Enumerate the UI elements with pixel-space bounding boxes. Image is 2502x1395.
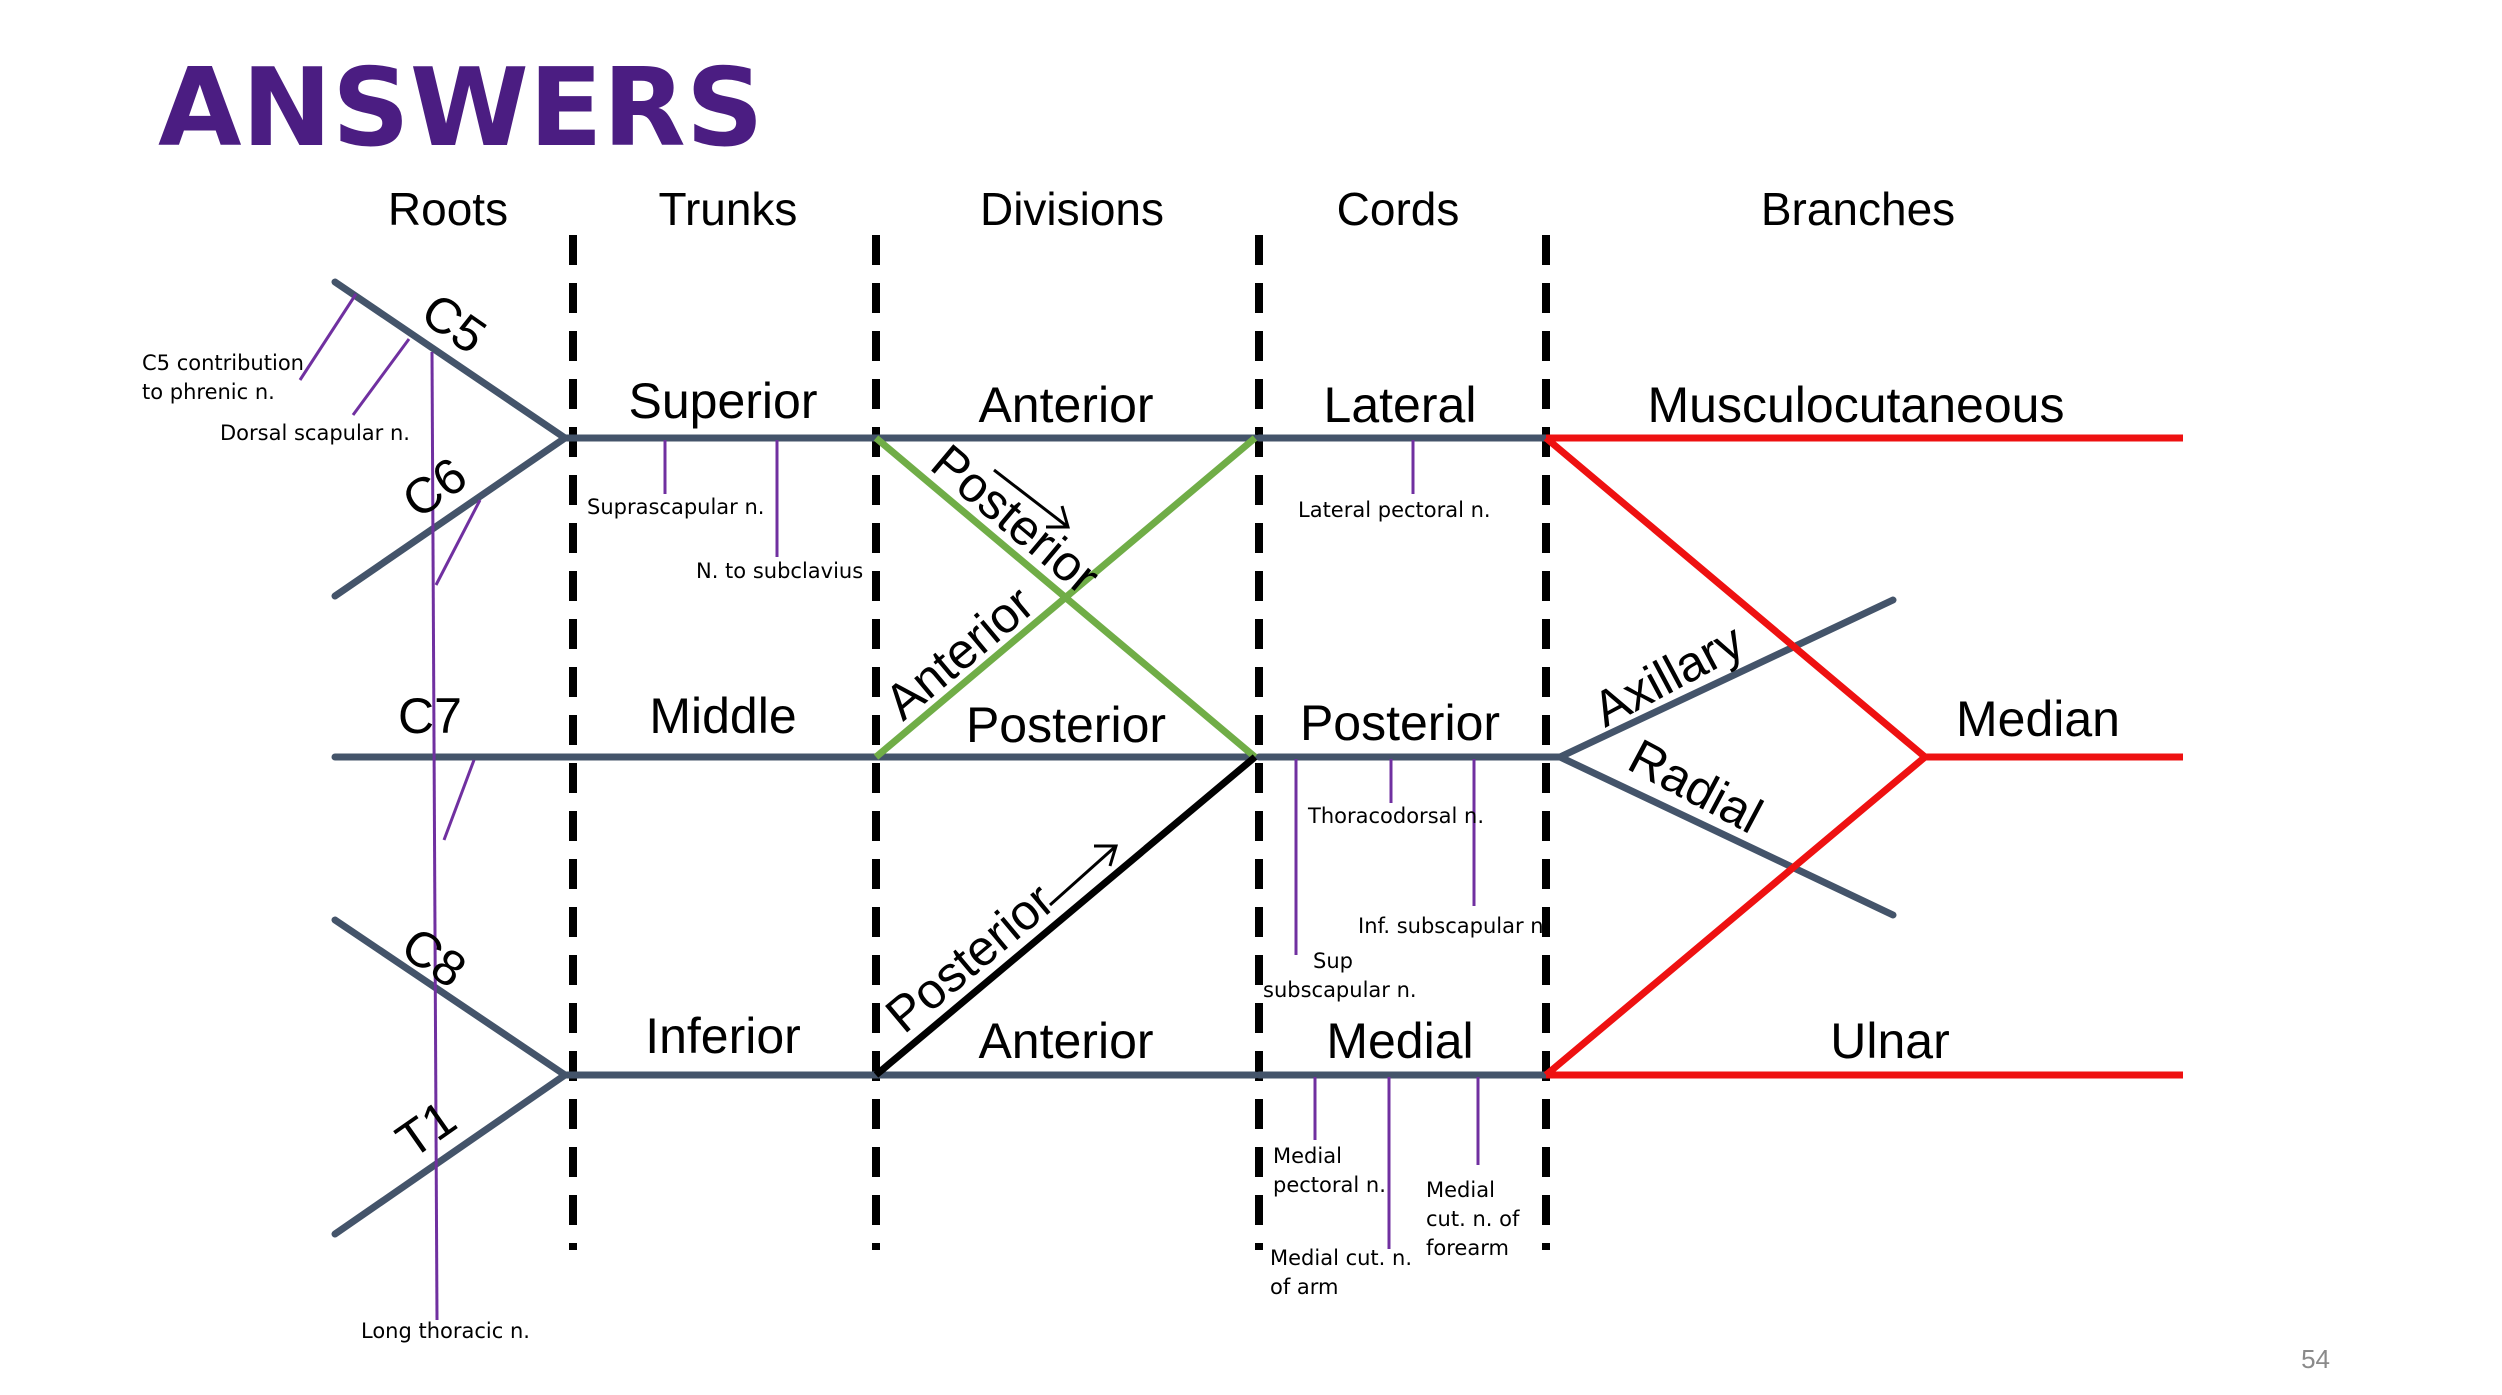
nerve-lines bbox=[331, 278, 1897, 1238]
thoracodorsal-label: Thoracodorsal n. bbox=[1307, 804, 1484, 828]
cord-lateral-label: Lateral bbox=[1324, 377, 1477, 433]
header-cords: Cords bbox=[1337, 183, 1460, 235]
medial-cut-arm-label-line2: of arm bbox=[1270, 1275, 1339, 1299]
phrenic-line bbox=[298, 293, 358, 381]
c6-long-thoracic-line bbox=[434, 499, 482, 586]
trunk-superior-label: Superior bbox=[629, 373, 818, 429]
slide-title: ANSWERS bbox=[158, 46, 764, 171]
root-c8-label: C8 bbox=[392, 916, 476, 999]
medial-cut-arm-label-line1: Medial cut. n. bbox=[1270, 1246, 1412, 1270]
dorsal-scapular-line bbox=[351, 338, 411, 416]
arrow-upper-icon bbox=[993, 468, 1070, 529]
root-c5-line bbox=[331, 278, 569, 442]
cord-posterior-label: Posterior bbox=[1300, 695, 1500, 751]
anterior-division-middle bbox=[873, 435, 1258, 760]
root-c6-line bbox=[331, 434, 569, 600]
branch-axillary-label: Axillary bbox=[1584, 613, 1753, 738]
suprascapular-label: Suprascapular n. bbox=[587, 495, 764, 519]
dorsal-scapular-label: Dorsal scapular n. bbox=[220, 421, 410, 445]
branch-median-label: Median bbox=[1956, 691, 2120, 747]
header-branches: Branches bbox=[1761, 183, 1955, 235]
division-cross bbox=[873, 435, 1258, 760]
branch-musculocutaneous-label: Musculocutaneous bbox=[1648, 377, 2065, 433]
column-dividers bbox=[569, 235, 1550, 1250]
medial-pectoral-label-line1: Medial bbox=[1273, 1144, 1342, 1168]
root-c5-label: C5 bbox=[412, 282, 496, 365]
root-c6-label: C6 bbox=[392, 446, 476, 529]
terminal-branch-lines bbox=[1543, 434, 2183, 1079]
lateral-pectoral-label: Lateral pectoral n. bbox=[1298, 498, 1491, 522]
long-thoracic-label: Long thoracic n. bbox=[361, 1319, 530, 1343]
header-divisions: Divisions bbox=[980, 183, 1164, 235]
root-t1-label: T1 bbox=[386, 1090, 466, 1169]
root-c8-line bbox=[331, 916, 569, 1079]
division-posterior-mid-label: Posterior bbox=[966, 697, 1166, 753]
page-number: 54 bbox=[2301, 1344, 2330, 1374]
phrenic-label-line2: to phrenic n. bbox=[142, 380, 275, 404]
sup-subscapular-label-line1: Sup bbox=[1313, 949, 1353, 973]
arrows bbox=[993, 468, 1119, 907]
root-c7-label: C7 bbox=[398, 688, 462, 744]
header-trunks: Trunks bbox=[659, 183, 798, 235]
small-nerve-lines bbox=[298, 293, 1480, 1321]
median-roots-line bbox=[1543, 435, 1931, 1078]
sup-subscapular-label-line2: subscapular n. bbox=[1263, 978, 1417, 1002]
subclavius-label: N. to subclavius bbox=[696, 559, 863, 583]
radial-nerve-line bbox=[1556, 753, 1897, 919]
root-t1-line bbox=[331, 1071, 569, 1238]
arrow-lower-icon bbox=[1049, 844, 1119, 907]
branch-radial-label: Radial bbox=[1620, 728, 1771, 844]
trunk-inferior-label: Inferior bbox=[645, 1008, 801, 1064]
medial-cut-forearm-label-line1: Medial bbox=[1426, 1178, 1495, 1202]
medial-cut-forearm-label-line2: cut. n. of bbox=[1426, 1207, 1520, 1231]
division-anterior-top-label: Anterior bbox=[978, 377, 1153, 433]
medial-pectoral-label-line2: pectoral n. bbox=[1273, 1173, 1386, 1197]
cord-medial-label: Medial bbox=[1326, 1013, 1473, 1069]
branch-ulnar-label: Ulnar bbox=[1830, 1013, 1949, 1069]
c7-long-thoracic-line bbox=[442, 759, 476, 841]
medial-cut-forearm-label-line3: forearm bbox=[1426, 1236, 1509, 1260]
long-thoracic-line bbox=[430, 351, 439, 1321]
header-roots: Roots bbox=[388, 183, 508, 235]
division-posterior-diag-top-label: Posterior bbox=[921, 434, 1110, 606]
trunk-middle-label: Middle bbox=[649, 688, 796, 744]
division-anterior-bottom-label: Anterior bbox=[978, 1013, 1153, 1069]
axillary-nerve-line bbox=[1556, 596, 1897, 761]
posterior-division-inferior bbox=[873, 754, 1258, 1078]
inf-subscapular-label: Inf. subscapular n. bbox=[1358, 914, 1550, 938]
phrenic-label-line1: C5 contribution bbox=[142, 351, 304, 375]
